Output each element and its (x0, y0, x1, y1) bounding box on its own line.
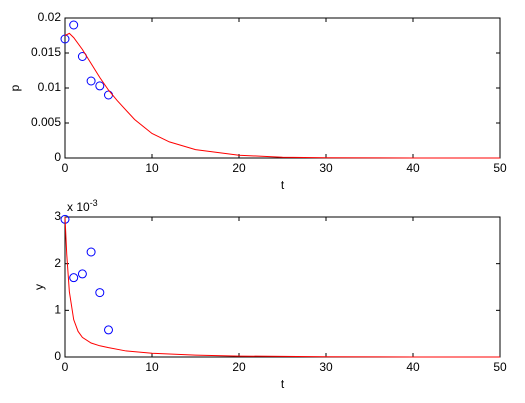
y-scale-exponent: -3 (90, 198, 98, 208)
x-tick-label: 20 (232, 161, 246, 175)
data-point (86, 76, 96, 86)
y-tick-label: 0.015 (31, 45, 61, 59)
x-tick-label: 30 (319, 360, 333, 374)
data-point (104, 325, 113, 335)
x-tick-label: 10 (145, 360, 159, 374)
y-tick-label: 0 (54, 150, 61, 164)
x-tick-label: 20 (232, 360, 246, 374)
x-tick-label: 0 (62, 161, 69, 175)
y-tick-label: 2 (54, 256, 61, 270)
x-tick-label: 50 (493, 161, 507, 175)
y-axis-label: p (8, 84, 22, 91)
plot-area (64, 216, 501, 358)
y-tick-label: 0.005 (31, 115, 61, 129)
y-tick-label: 3 (54, 209, 61, 223)
x-axis-label: t (281, 377, 285, 391)
y-scale-label: x 10-3 (67, 198, 98, 214)
data-point (86, 247, 96, 257)
x-tick-label: 10 (145, 161, 159, 175)
data-point (69, 20, 79, 30)
fit-line (64, 32, 500, 159)
x-tick-label: 40 (406, 161, 420, 175)
x-axis-label: t (281, 178, 285, 192)
data-point (69, 273, 79, 283)
x-tick-label: 0 (62, 360, 69, 374)
x-tick-label: 40 (406, 360, 420, 374)
y-tick-label: 0.02 (38, 10, 62, 24)
y-tick-label: 0.01 (38, 80, 62, 94)
x-tick-label: 30 (319, 161, 333, 175)
x-tick-label: 50 (493, 360, 507, 374)
y-tick-label: 0 (54, 349, 61, 363)
y-tick-label: 1 (54, 303, 61, 317)
data-point (77, 269, 87, 279)
data-point (95, 288, 105, 298)
fit-line (64, 216, 501, 358)
y-scale-base: x 10 (67, 200, 90, 214)
data-point (95, 81, 105, 91)
plot-area (64, 17, 501, 159)
y-axis-label: y (32, 284, 46, 290)
